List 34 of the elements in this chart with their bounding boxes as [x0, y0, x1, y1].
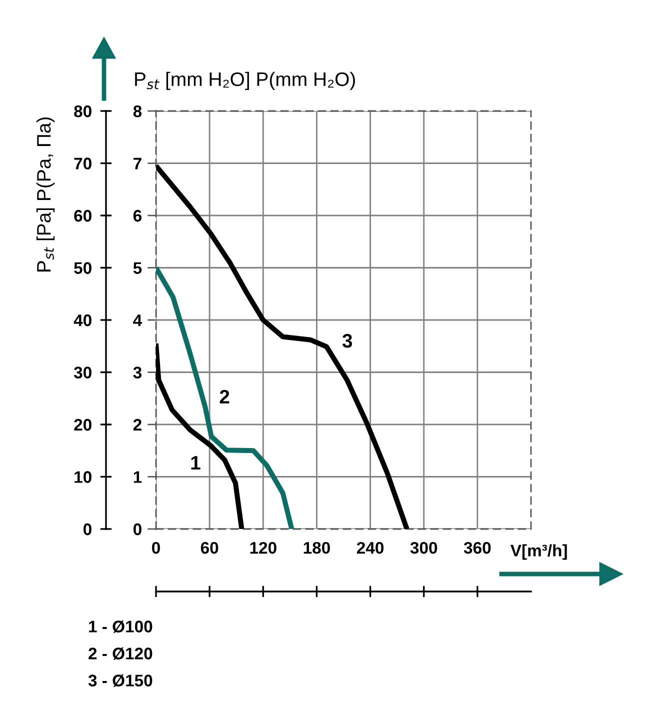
- y2-tick-label: 10: [74, 471, 92, 483]
- y2-tick-label: 80: [74, 105, 92, 118]
- y-tick-label: 2: [133, 418, 142, 431]
- x-tick-label: 300: [410, 542, 438, 554]
- y2-tick-label: 40: [74, 314, 92, 326]
- y2-tick-label: 30: [74, 366, 92, 378]
- y-tick-label: 4: [133, 314, 142, 326]
- y2-tick-label: 50: [74, 262, 92, 274]
- x-tick-label: 120: [250, 542, 276, 554]
- y-tick-label: 8: [133, 105, 142, 118]
- x-tick-label: 0: [152, 542, 160, 554]
- text: 2 - Ø120: [88, 647, 152, 660]
- y-tick-label: 5: [133, 262, 142, 274]
- y2-axis-title: P$_{st}$ [Pa] P(Pa, Па): [36, 117, 55, 272]
- y2-tick-label: 0: [84, 523, 92, 536]
- y2-tick-label: 60: [74, 210, 92, 222]
- x-tick-label: 180: [304, 542, 330, 554]
- x-tick-label: 240: [356, 542, 384, 554]
- y-tick-label: 7: [134, 158, 142, 170]
- y-axis-title: P$_{st}$ [mm H₂O] P(mm H₂O): [135, 72, 355, 90]
- y-tick-label: 3: [133, 366, 142, 378]
- y-tick-label: 6: [133, 210, 142, 222]
- series-label: 1: [191, 456, 200, 470]
- y2-tick-label: 70: [74, 158, 92, 170]
- series-label: 2: [220, 390, 230, 404]
- y2-tick-label: 20: [74, 418, 92, 431]
- y-tick-label: 0: [134, 523, 142, 536]
- text: 1 - Ø100: [89, 620, 152, 633]
- x-tick-label: 360: [464, 542, 491, 554]
- x-axis-title: V[m³/h]: [510, 544, 567, 560]
- y-tick-label: 1: [134, 471, 142, 483]
- text: 3 - Ø150: [88, 674, 152, 687]
- x-tick-label: 60: [200, 542, 218, 554]
- series-label: 3: [342, 334, 352, 348]
